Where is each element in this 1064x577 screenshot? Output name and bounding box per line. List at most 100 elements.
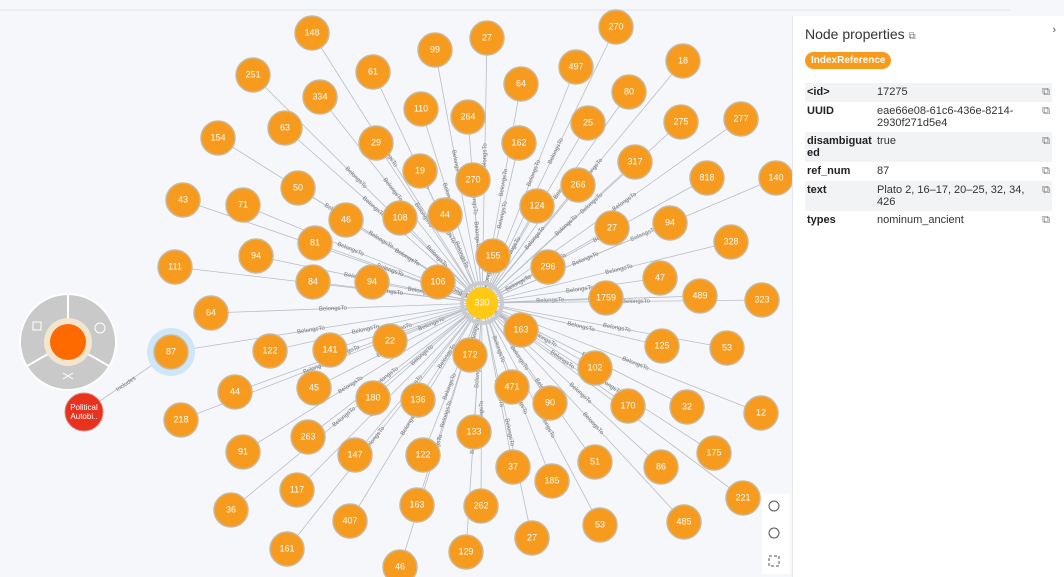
node[interactable]: [598, 9, 634, 45]
node[interactable]: [267, 110, 303, 146]
node[interactable]: [643, 449, 679, 485]
radial-menu[interactable]: [19, 293, 117, 391]
node[interactable]: [666, 504, 702, 540]
node[interactable]: [475, 238, 511, 274]
node[interactable]: [400, 382, 436, 418]
node[interactable]: [494, 369, 530, 405]
node[interactable]: [450, 99, 486, 135]
node[interactable]: [217, 374, 253, 410]
node[interactable]: [570, 105, 606, 141]
node[interactable]: [577, 350, 613, 386]
node[interactable]: [153, 334, 189, 370]
node[interactable]: [532, 385, 568, 421]
node[interactable]: [611, 74, 647, 110]
other-node[interactable]: [64, 392, 104, 432]
node[interactable]: [503, 312, 539, 348]
node[interactable]: [588, 280, 624, 316]
node[interactable]: [709, 330, 745, 366]
node[interactable]: [448, 534, 484, 570]
node[interactable]: [163, 402, 199, 438]
node[interactable]: [417, 32, 453, 68]
copy-icon[interactable]: ⧉: [1042, 184, 1050, 196]
node[interactable]: [405, 437, 441, 473]
node[interactable]: [514, 520, 550, 556]
node[interactable]: [235, 57, 271, 93]
node[interactable]: [560, 167, 596, 203]
node[interactable]: [225, 187, 261, 223]
node[interactable]: [427, 197, 463, 233]
node[interactable]: [157, 249, 193, 285]
node[interactable]: [297, 225, 333, 261]
node[interactable]: [530, 249, 566, 285]
node[interactable]: [355, 380, 391, 416]
node[interactable]: [302, 79, 338, 115]
node[interactable]: [193, 295, 229, 331]
node[interactable]: [503, 66, 539, 102]
node[interactable]: [725, 480, 761, 516]
node[interactable]: [312, 332, 348, 368]
node[interactable]: [469, 20, 505, 56]
copy-icon[interactable]: ⧉: [1042, 165, 1050, 177]
node[interactable]: [213, 492, 249, 528]
node[interactable]: [382, 200, 418, 236]
node[interactable]: [290, 419, 326, 455]
node[interactable]: [501, 125, 537, 161]
node[interactable]: [495, 449, 531, 485]
node[interactable]: [652, 205, 688, 241]
zoom-out[interactable]: [768, 527, 780, 539]
node[interactable]: [238, 238, 274, 274]
node[interactable]: [455, 162, 491, 198]
node[interactable]: [644, 328, 680, 364]
label-badge[interactable]: IndexReference: [805, 52, 892, 69]
node[interactable]: [743, 395, 779, 431]
node[interactable]: [358, 125, 394, 161]
node[interactable]: [269, 531, 305, 567]
node[interactable]: [669, 389, 705, 425]
node[interactable]: [332, 503, 368, 539]
node[interactable]: [200, 120, 236, 156]
node[interactable]: [519, 188, 555, 224]
node[interactable]: [463, 488, 499, 524]
node[interactable]: [355, 54, 391, 90]
node[interactable]: [594, 210, 630, 246]
node[interactable]: [689, 160, 725, 196]
node[interactable]: [534, 463, 570, 499]
node[interactable]: [225, 434, 261, 470]
copy-icon[interactable]: ⧉: [1042, 135, 1050, 147]
node[interactable]: [696, 435, 732, 471]
node[interactable]: [663, 104, 699, 140]
node[interactable]: [682, 278, 718, 314]
node[interactable]: [294, 15, 330, 51]
zoom-in[interactable]: [768, 500, 780, 512]
node[interactable]: [456, 414, 492, 450]
node[interactable]: [252, 333, 288, 369]
node[interactable]: [403, 91, 439, 127]
node[interactable]: [665, 43, 701, 79]
copy-icon[interactable]: ⧉: [1042, 105, 1050, 117]
node[interactable]: [165, 182, 201, 218]
node[interactable]: [372, 323, 408, 359]
node[interactable]: [577, 444, 613, 480]
node[interactable]: [558, 49, 594, 85]
node[interactable]: [280, 170, 316, 206]
copy-icon[interactable]: ⧉: [1042, 86, 1050, 98]
node[interactable]: [617, 144, 653, 180]
node[interactable]: [295, 264, 331, 300]
node[interactable]: [337, 437, 373, 473]
node[interactable]: [452, 337, 488, 373]
node[interactable]: [399, 487, 435, 523]
node[interactable]: [610, 388, 646, 424]
node[interactable]: [723, 101, 759, 137]
copy-icon[interactable]: ⧉: [1042, 214, 1050, 226]
collapse[interactable]: ›: [1052, 24, 1056, 36]
node[interactable]: [296, 370, 332, 406]
node[interactable]: [420, 264, 456, 300]
node[interactable]: [744, 282, 780, 318]
node[interactable]: [642, 260, 678, 296]
node[interactable]: [402, 153, 438, 189]
fit[interactable]: [768, 555, 780, 567]
node[interactable]: [713, 224, 749, 260]
node[interactable]: [582, 507, 618, 543]
node[interactable]: [354, 264, 390, 300]
node[interactable]: [328, 202, 364, 238]
